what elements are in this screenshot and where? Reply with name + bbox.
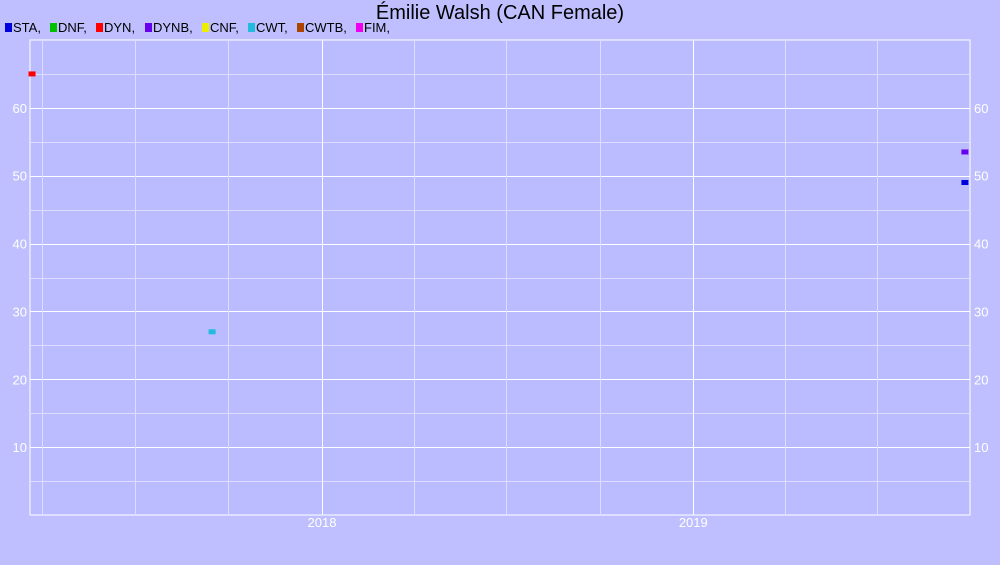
legend-swatch-cwt	[248, 23, 255, 32]
chart-title: Émilie Walsh (CAN Female)	[376, 1, 624, 24]
legend-swatch-cwtb	[297, 23, 304, 32]
legend-swatch-fim	[356, 23, 363, 32]
y-tick-label-left: 20	[13, 372, 27, 387]
x-axis-ticks: 2018 2019	[308, 515, 708, 530]
y-axis-ticks: 10 10 20 20 30 30 40 40 50 50 60 60	[13, 101, 989, 455]
y-tick-label-right: 20	[974, 372, 988, 387]
legend-label-sta: STA,	[13, 20, 41, 35]
y-tick-label-right: 10	[974, 440, 988, 455]
legend-label-cnf: CNF,	[210, 20, 239, 35]
y-tick-label-left: 50	[13, 169, 27, 184]
legend-swatch-dyn	[96, 23, 103, 32]
legend-swatch-dynb	[145, 23, 152, 32]
data-points	[28, 71, 969, 335]
data-point-dyn	[28, 71, 36, 77]
y-tick-label-left: 60	[13, 101, 27, 116]
legend-swatch-dnf	[50, 23, 57, 32]
y-tick-label-left: 40	[13, 237, 27, 252]
grid	[29, 39, 971, 516]
y-tick-label-right: 60	[974, 101, 988, 116]
legend: STA, DNF, DYN, DYNB, CNF, CWT, CWTB, FIM,	[5, 20, 390, 35]
legend-label-dyn: DYN,	[104, 20, 135, 35]
y-tick-label-left: 30	[13, 304, 27, 319]
legend-label-fim: FIM,	[364, 20, 390, 35]
y-tick-label-right: 30	[974, 304, 988, 319]
legend-label-cwt: CWT,	[256, 20, 288, 35]
y-tick-label-left: 10	[13, 440, 27, 455]
legend-label-dnf: DNF,	[58, 20, 87, 35]
y-tick-label-right: 40	[974, 237, 988, 252]
legend-label-cwtb: CWTB,	[305, 20, 347, 35]
legend-swatch-cnf	[202, 23, 209, 32]
legend-swatch-sta	[5, 23, 12, 32]
data-point-cwt	[208, 329, 216, 335]
x-tick-label: 2019	[679, 515, 708, 530]
data-point-dynb	[961, 149, 969, 155]
plot-border	[29, 39, 971, 516]
legend-label-dynb: DYNB,	[153, 20, 193, 35]
plot-area	[30, 40, 970, 515]
data-point-sta	[961, 180, 969, 185]
y-tick-label-right: 50	[974, 169, 988, 184]
x-tick-label: 2018	[308, 515, 337, 530]
